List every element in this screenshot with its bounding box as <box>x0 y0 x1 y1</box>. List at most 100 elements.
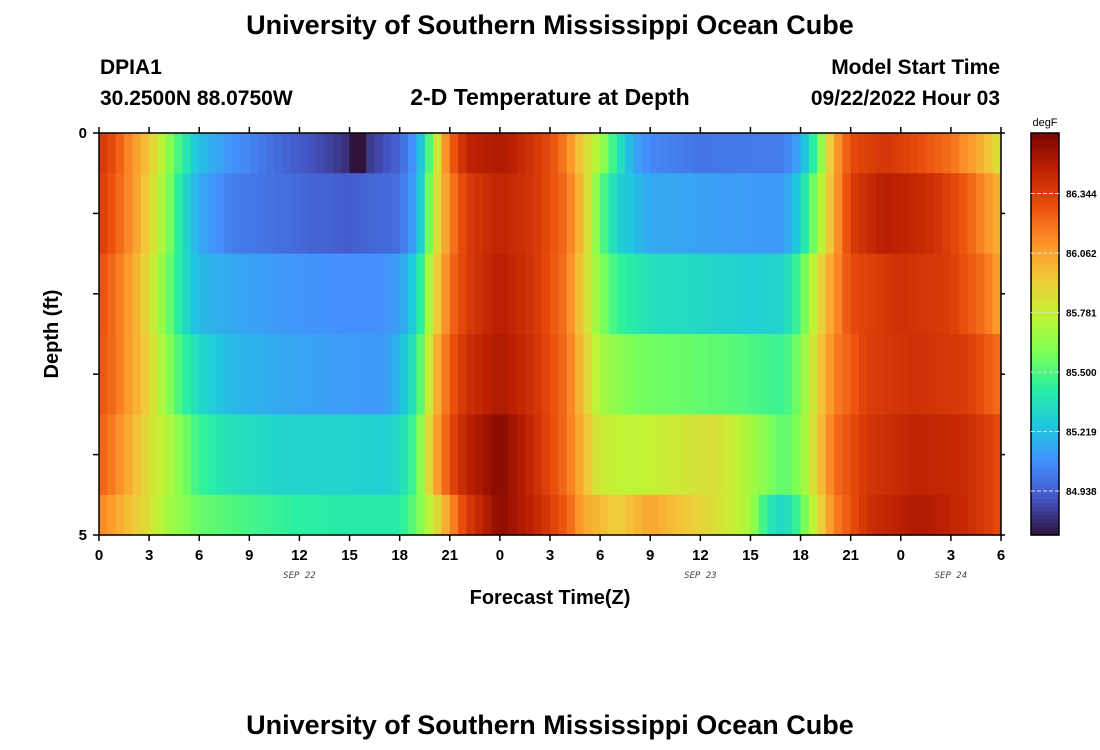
heatmap-cell <box>132 334 142 415</box>
heatmap-cell <box>190 133 200 174</box>
colorbar-band <box>1031 301 1059 307</box>
heatmap-cell <box>700 253 710 335</box>
heatmap-cell <box>717 253 726 335</box>
heatmap-cell <box>758 133 768 174</box>
heatmap-cell <box>324 494 334 536</box>
colorbar-band <box>1031 366 1059 371</box>
heatmap-cell <box>382 334 392 415</box>
heatmap-cell <box>240 173 250 255</box>
heatmap-cell <box>792 173 802 255</box>
heatmap-cell <box>374 334 384 415</box>
heatmap-cell <box>842 414 852 496</box>
heatmap-cell <box>508 414 518 496</box>
heatmap-cell <box>566 253 576 335</box>
heatmap-cell <box>274 133 284 174</box>
heatmap-cell <box>975 334 985 415</box>
heatmap-cell <box>800 414 810 496</box>
heatmap-cell <box>391 334 401 415</box>
x-tick-label: 6 <box>596 547 604 564</box>
heatmap-cell <box>675 253 685 335</box>
heatmap-cell <box>140 334 150 415</box>
heatmap-cell <box>483 414 493 496</box>
colorbar-band <box>1031 169 1059 174</box>
heatmap-cell <box>691 334 701 415</box>
heatmap-cell <box>224 133 234 174</box>
heatmap-cell <box>833 133 843 174</box>
colorbar-band <box>1031 438 1059 444</box>
heatmap-cell <box>399 334 409 415</box>
colorbar-band <box>1031 378 1059 383</box>
heatmap-cell <box>524 334 534 415</box>
heatmap-cell <box>566 334 576 415</box>
heatmap-cell <box>224 253 234 335</box>
heatmap-cell <box>266 133 275 174</box>
heatmap-cell <box>633 334 643 415</box>
footer-title: University of Southern Mississippi Ocean… <box>246 710 854 740</box>
heatmap-cell <box>558 253 568 335</box>
heatmap-cell <box>124 253 134 335</box>
heatmap-cell <box>282 334 292 415</box>
heatmap-cell <box>775 334 785 415</box>
heatmap-cell <box>992 133 1002 174</box>
heatmap-cell <box>433 494 443 536</box>
heatmap-cell <box>533 494 543 536</box>
heatmap-cell <box>842 494 852 536</box>
heatmap-cell <box>357 414 367 496</box>
heatmap-cell <box>282 173 292 255</box>
heatmap-cell <box>107 253 117 335</box>
heatmap-cell <box>725 334 735 415</box>
heatmap-cell <box>449 133 459 174</box>
heatmap-cell <box>416 334 426 415</box>
heatmap-cell <box>558 173 568 255</box>
heatmap-cell <box>366 494 376 536</box>
heatmap-cell <box>650 133 660 174</box>
heatmap-cell <box>683 334 693 415</box>
heatmap-cell <box>491 334 501 415</box>
heatmap-cell <box>307 253 317 335</box>
heatmap-cell <box>934 494 944 536</box>
heatmap-cell <box>441 334 451 415</box>
heatmap-cell <box>199 414 209 496</box>
heatmap-cell <box>140 494 150 536</box>
colorbar-band <box>1031 305 1059 311</box>
heatmap-cell <box>691 414 701 496</box>
heatmap-cell <box>391 494 401 536</box>
heatmap-cell <box>900 253 910 335</box>
colorbar-band <box>1031 193 1059 198</box>
heatmap-cell <box>792 133 802 174</box>
heatmap-cell <box>600 334 610 415</box>
heatmap-cell <box>675 334 685 415</box>
colorbar-band <box>1031 329 1059 335</box>
heatmap-cell <box>190 253 200 335</box>
colorbar-band <box>1031 209 1059 214</box>
colorbar-band <box>1031 382 1059 387</box>
heatmap-cell <box>884 173 894 255</box>
heatmap-cell <box>433 334 443 415</box>
heatmap-cell <box>583 494 593 536</box>
colorbar-band <box>1031 237 1059 243</box>
heatmap-cell <box>775 253 785 335</box>
heatmap-cell <box>316 253 326 335</box>
heatmap-cell <box>499 253 509 335</box>
heatmap-cell <box>859 133 868 174</box>
heatmap-cell <box>608 253 618 335</box>
heatmap-cell <box>967 494 977 536</box>
heatmap-cell <box>483 133 493 174</box>
colorbar-band <box>1031 185 1059 190</box>
heatmap-cell <box>591 334 601 415</box>
heatmap-cell <box>499 494 509 536</box>
heatmap-cell <box>892 133 902 174</box>
colorbar-band <box>1031 313 1059 319</box>
colorbar-band <box>1031 165 1059 170</box>
heatmap-cell <box>541 133 551 174</box>
colorbar-band <box>1031 518 1059 524</box>
heatmap-cell <box>984 133 994 174</box>
heatmap-cell <box>884 253 894 335</box>
heatmap-cell <box>725 494 735 536</box>
heatmap-cell <box>550 494 559 536</box>
heatmap-cell <box>942 494 952 536</box>
heatmap-cell <box>316 494 326 536</box>
heatmap-cell <box>533 173 543 255</box>
colorbar-band <box>1031 530 1059 536</box>
heatmap-cell <box>783 334 793 415</box>
